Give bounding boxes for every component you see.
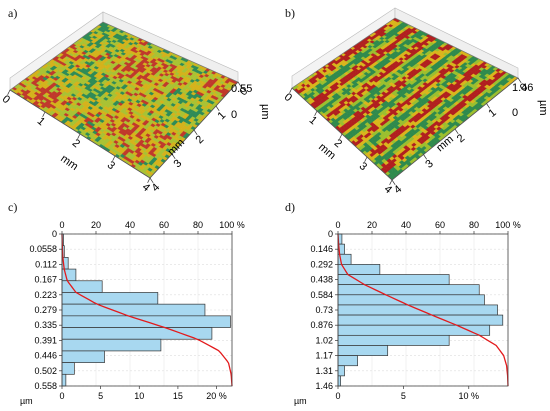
c-bottomtick-label: 5 (98, 391, 103, 401)
d-histogram-bar (337, 284, 480, 296)
d-toptick-label: 100 % (495, 220, 521, 230)
b-x-tick-label: 4 (382, 183, 394, 195)
z-unit-label-a: µm (259, 104, 271, 120)
b-x-tick-mark (314, 110, 318, 116)
d-histogram-bar (337, 294, 485, 306)
b-y-tick-label: 4 (392, 183, 404, 195)
panel-label-a: a) (8, 6, 18, 20)
b-x-tick-mark (339, 133, 343, 139)
d-toptick-label: 0 (335, 220, 340, 230)
b-x-tick-mark (389, 179, 393, 185)
c-ytick-label: 0.446 (34, 351, 57, 361)
c-ytick-label: 0 (52, 229, 57, 239)
a-x-tick-mark (7, 89, 11, 95)
a-x-tick-mark (42, 111, 46, 117)
c-ytick-label: 0.167 (34, 275, 57, 285)
c-toptick-label: 100 % (219, 220, 245, 230)
a-x-tick-mark (112, 155, 116, 161)
d-ytick-label: 0.438 (310, 275, 333, 285)
z-max-label-b: 1.46 (512, 82, 533, 94)
c-bottomtick-label: 0 (59, 391, 64, 401)
c-toptick-label: 0 (59, 220, 64, 230)
a-y-tick-mark (193, 129, 198, 135)
d-ytick-label: 0.146 (310, 244, 333, 254)
unit-label-c: µm (20, 396, 33, 406)
c-ytick-label: 0.558 (34, 381, 57, 391)
d-ytick-label: 1.17 (315, 351, 333, 361)
d-histogram-bar (337, 355, 358, 367)
d-histogram-bar (337, 345, 389, 356)
c-toptick-label: 80 (193, 220, 203, 230)
d-ytick-label: 1.46 (315, 381, 333, 391)
d-ytick-label: 1.02 (315, 335, 333, 345)
b-y-tick-mark (391, 179, 396, 185)
c-bottomtick-label: 10 (134, 391, 144, 401)
d-ytick-label: 0 (328, 229, 333, 239)
z-zero-label-b: 0 (512, 107, 518, 119)
d-histogram-bar (337, 365, 345, 377)
d-toptick-label: 80 (469, 220, 479, 230)
c-toptick-label: 40 (125, 220, 135, 230)
d-histogram-bar (337, 314, 504, 326)
a-y-tick-mark (215, 105, 220, 111)
z-unit-label-b: µm (537, 100, 549, 116)
d-bottomtick-label: 0 (335, 391, 340, 401)
d-histogram-bar (337, 274, 450, 286)
panel-label-c: c) (8, 200, 18, 214)
b-x-tick-mark (364, 156, 368, 162)
c-ytick-label: 0.391 (34, 335, 57, 345)
d-histogram-bar (337, 334, 450, 346)
d-ytick-label: 0.292 (310, 259, 333, 269)
b-y-tick-mark (423, 154, 427, 160)
z-max-label-a: 0.55 (231, 83, 252, 95)
c-ytick-label: 0.0558 (29, 244, 57, 254)
b-y-tick-mark (486, 103, 490, 109)
a-y-tick-mark (171, 153, 176, 159)
d-toptick-label: 40 (401, 220, 411, 230)
c-ytick-label: 0.502 (34, 366, 57, 376)
b-y-tick-mark (454, 128, 459, 134)
unit-label-d: µm (294, 396, 307, 406)
c-ytick-label: 0.279 (34, 305, 57, 315)
c-ytick-label: 0.223 (34, 290, 57, 300)
c-toptick-label: 60 (159, 220, 169, 230)
d-toptick-label: 60 (435, 220, 445, 230)
d-ytick-label: 0.73 (315, 305, 333, 315)
d-bottomtick-label: 5 (401, 391, 406, 401)
b-y-tick-mark (517, 77, 522, 83)
z-zero-label-a: 0 (231, 109, 237, 121)
bearing-curve-c (61, 233, 233, 387)
a-x-tick-mark (77, 133, 81, 139)
c-ytick-label: 0.112 (35, 259, 57, 269)
bearing-curve-d (337, 233, 509, 387)
d-ytick-label: 1.31 (315, 366, 333, 376)
d-ytick-label: 0.876 (310, 320, 333, 330)
a-y-tick-mark (237, 81, 242, 87)
b-x-tick-mark (289, 87, 293, 93)
a-y-tick-mark (149, 177, 154, 183)
c-bottomtick-label: 15 (173, 391, 183, 401)
d-ytick-label: 0.584 (310, 290, 333, 300)
c-ytick-label: 0.335 (34, 320, 57, 330)
d-bottomtick-label: 10 % (459, 391, 480, 401)
a-x-tick-mark (147, 177, 151, 183)
d-histogram-bar (337, 304, 498, 316)
c-bottomtick-label: 20 % (206, 391, 227, 401)
panel-label-b: b) (285, 6, 295, 20)
d-toptick-label: 20 (367, 220, 377, 230)
panel-label-d: d) (285, 200, 295, 214)
c-toptick-label: 20 (91, 220, 101, 230)
